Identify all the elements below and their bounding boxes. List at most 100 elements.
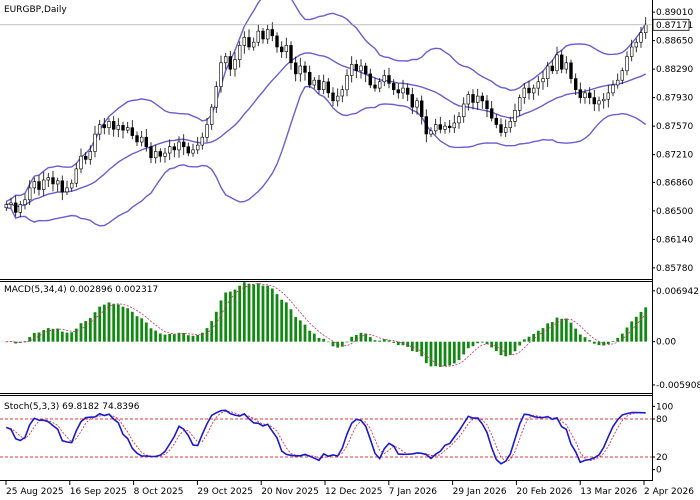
- macd-bar: [46, 328, 50, 342]
- macd-bar: [452, 341, 456, 364]
- candle: [424, 109, 428, 143]
- macd-bar: [163, 334, 167, 342]
- candle: [629, 39, 634, 62]
- macd-bar: [298, 320, 302, 342]
- macd-bar: [368, 337, 372, 342]
- macd-bar: [508, 341, 512, 356]
- candle: [447, 120, 452, 133]
- candle-body: [177, 141, 181, 151]
- candle: [419, 95, 424, 125]
- candle: [625, 51, 629, 76]
- candle-body: [196, 144, 200, 151]
- candle-body: [629, 46, 634, 57]
- candle: [98, 119, 102, 141]
- macd-bar: [242, 282, 246, 342]
- macd-bar: [102, 304, 106, 342]
- candles: [4, 17, 648, 217]
- candle: [438, 116, 442, 134]
- candle: [116, 118, 121, 138]
- candle-body: [55, 180, 60, 185]
- candle: [191, 143, 195, 157]
- macd-bar: [140, 318, 144, 342]
- candle-body: [14, 202, 18, 213]
- candle: [284, 37, 288, 59]
- macd-bar: [550, 322, 554, 342]
- candle-body: [256, 30, 260, 43]
- price-axis-tick-label: 0.87210: [656, 151, 693, 161]
- candle: [303, 61, 307, 81]
- time-axis: 25 Aug 2025 16 Sep 2025 8 Oct 2025 29 Oct 2…: [5, 481, 694, 497]
- macd-title: MACD(5,34,4) 0.002896 0.002317: [4, 285, 158, 295]
- candle: [279, 41, 284, 58]
- time-axis-tick-label: 7 Jan 2026: [389, 487, 437, 497]
- candle-body: [205, 124, 209, 138]
- price-axis-tick-label: 0.85780: [656, 264, 693, 274]
- candle: [112, 116, 116, 137]
- candle: [168, 139, 172, 161]
- macd-bar: [158, 333, 162, 342]
- macd-bar: [149, 328, 153, 342]
- candle-body: [158, 151, 162, 157]
- candle: [84, 152, 88, 165]
- stoch-main-line: [5, 409, 646, 465]
- macd-bar: [266, 285, 270, 342]
- candle: [270, 22, 274, 42]
- candle-body: [247, 37, 251, 48]
- candle: [326, 78, 330, 98]
- macd-bar: [238, 285, 242, 342]
- candle: [247, 29, 251, 51]
- macd-bar: [233, 289, 237, 342]
- candle-body: [279, 46, 284, 53]
- macd-bar: [620, 333, 624, 342]
- bollinger-middle-line: [6, 52, 647, 208]
- candle-body: [503, 127, 508, 133]
- candle-body: [634, 41, 639, 48]
- macd-bar: [546, 323, 550, 342]
- candle-body: [191, 149, 195, 154]
- candle: [186, 142, 190, 157]
- candle: [23, 194, 27, 210]
- macd-axis: 0.006942 0.00 -0.005908: [652, 287, 700, 391]
- macd-bar: [602, 341, 606, 346]
- candle-body: [377, 81, 382, 89]
- candle-body: [625, 56, 629, 72]
- candle: [200, 132, 204, 150]
- candle-body: [559, 54, 564, 70]
- candle-body: [573, 78, 578, 90]
- macd-bar: [56, 328, 60, 342]
- stoch-title: Stoch(5,3,3) 69.8182 74.8396: [4, 402, 140, 412]
- price-axis-tick-label: 0.86140: [656, 235, 693, 245]
- macd-bar: [331, 341, 335, 347]
- time-axis-tick-label: 20 Nov 2025: [261, 487, 319, 497]
- candle-body: [508, 121, 512, 129]
- candle-body: [396, 89, 400, 94]
- macd-bar: [630, 321, 634, 342]
- macd-bar: [28, 337, 32, 342]
- bollinger-bands: [5, 0, 647, 227]
- candle: [32, 177, 37, 194]
- macd-bar: [308, 330, 312, 342]
- price-panel-title: EURGBP,Daily: [4, 5, 67, 15]
- candle-body: [410, 94, 414, 108]
- macd-bar: [597, 341, 601, 346]
- candle-body: [289, 45, 293, 64]
- macd-bar: [443, 341, 447, 366]
- candle-body: [275, 35, 279, 48]
- macd-bar: [261, 285, 265, 342]
- candle-body: [18, 204, 22, 213]
- candle: [55, 177, 60, 192]
- candle-body: [23, 199, 27, 205]
- candle: [261, 28, 265, 44]
- candle-body: [517, 97, 522, 111]
- candle-body: [214, 86, 218, 108]
- candle-body: [345, 75, 349, 91]
- candle: [620, 67, 625, 85]
- macd-bar: [112, 303, 116, 342]
- macd-bar: [144, 322, 148, 342]
- candle: [531, 84, 536, 100]
- candle: [27, 180, 32, 206]
- macd-bar: [382, 339, 386, 342]
- candle: [359, 59, 363, 79]
- macd-bar: [275, 294, 279, 342]
- candle: [489, 101, 494, 122]
